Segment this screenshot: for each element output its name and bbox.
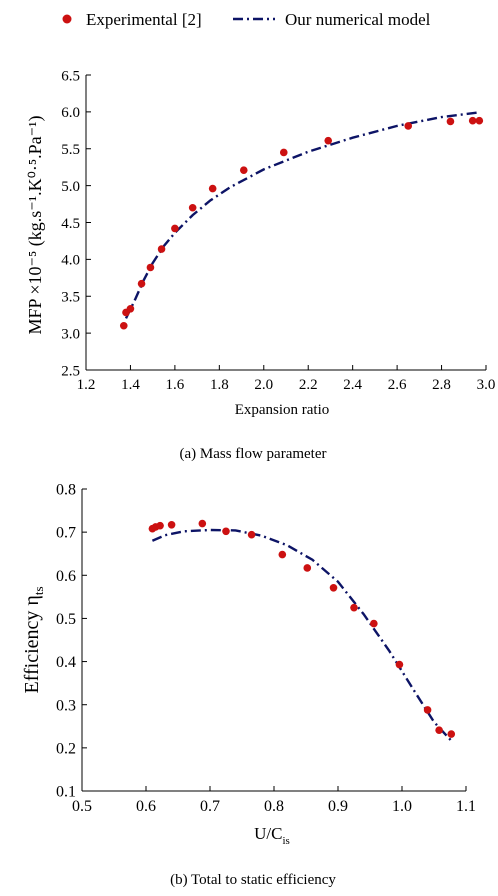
x-tick-label: 1.6 [166, 377, 185, 393]
y-tick-label: 0.4 [56, 654, 76, 671]
experimental-point [395, 660, 404, 669]
chart-b-ylabel: Efficiency ηts [21, 586, 46, 693]
chart-b-y-ticks: 0.1 0.2 0.3 0.4 0.5 0.6 0.7 0.8 [56, 482, 87, 801]
experimental-point [208, 184, 217, 193]
x-tick-label: 1.2 [77, 377, 96, 393]
chart-b-plot [148, 519, 456, 743]
experimental-point [423, 706, 432, 714]
y-tick-label: 0.5 [56, 611, 76, 628]
experimental-point [239, 166, 248, 174]
experimental-point [279, 148, 288, 157]
experimental-point [119, 321, 128, 330]
experimental-point [157, 245, 166, 253]
chart-a-y-ticks: 2.5 3.0 3.5 4.0 4.5 5.0 5.5 6.0 6.5 [61, 68, 91, 379]
experimental-point [278, 550, 287, 559]
experimental-point [137, 279, 146, 288]
x-tick-label: 3.0 [477, 377, 496, 393]
experimental-point [167, 521, 176, 529]
chart-a-xlabel: Expansion ratio [235, 402, 330, 418]
y-tick-label: 0.1 [56, 784, 76, 801]
y-tick-label: 5.5 [61, 142, 80, 158]
y-tick-label: 0.2 [56, 740, 76, 757]
x-tick-label: 0.9 [328, 798, 348, 815]
y-tick-label: 3.0 [61, 326, 80, 342]
x-tick-label: 0.5 [72, 798, 92, 815]
experimental-point [350, 603, 358, 612]
x-tick-label: 1.1 [456, 798, 476, 815]
chart-a-x-ticks: 1.2 1.4 1.6 1.8 2.0 2.2 2.4 2.6 2.8 3.0 [77, 365, 496, 393]
y-tick-label: 3.5 [61, 290, 80, 306]
experimental-point [126, 304, 135, 313]
chart-b: 0.5 0.6 0.7 0.8 0.9 1.0 1.1 0.1 0.2 0.3 0.4 0.5 0.6… [21, 482, 476, 888]
x-tick-label: 1.4 [121, 377, 140, 393]
experimental-point [303, 564, 312, 572]
experimental-point [468, 116, 477, 125]
x-tick-label: 2.2 [299, 377, 318, 393]
x-tick-label: 0.7 [200, 798, 220, 815]
experimental-point [475, 116, 484, 125]
y-tick-label: 2.5 [61, 363, 80, 379]
experimental-point [370, 619, 378, 628]
x-tick-label: 1.0 [392, 798, 412, 815]
model-line [151, 528, 453, 743]
legend-model-label: Our numerical model [285, 10, 431, 29]
experimental-point [329, 583, 338, 592]
experimental-point [156, 521, 164, 530]
experimental-point [146, 263, 155, 272]
experimental-point [435, 726, 443, 734]
experimental-point [447, 730, 456, 738]
y-tick-label: 0.6 [56, 568, 76, 585]
x-tick-label: 2.4 [343, 377, 362, 393]
chart-b-xlabel: U/Cis [254, 824, 290, 847]
experimental-point [446, 117, 455, 126]
experimental-point [188, 203, 197, 212]
chart-a: 1.2 1.4 1.6 1.8 2.0 2.2 2.4 2.6 2.8 3.0 2.5 3.0 3.5… [25, 68, 495, 462]
legend: Experimental [2] Our numerical model [62, 10, 431, 29]
x-tick-label: 0.8 [264, 798, 284, 815]
experimental-point [324, 136, 333, 145]
experimental-point [171, 224, 179, 233]
y-tick-label: 6.5 [61, 68, 80, 84]
x-tick-label: 2.8 [432, 377, 451, 393]
y-tick-label: 0.8 [56, 482, 76, 499]
y-tick-label: 0.3 [56, 697, 76, 714]
y-tick-label: 5.0 [61, 179, 80, 195]
x-tick-label: 2.0 [254, 377, 273, 393]
experimental-point [222, 527, 230, 536]
chart-b-x-ticks: 0.5 0.6 0.7 0.8 0.9 1.0 1.1 [72, 786, 476, 815]
y-tick-label: 0.7 [56, 525, 76, 542]
y-tick-label: 6.0 [61, 105, 80, 121]
model-line [124, 111, 478, 319]
legend-experimental-marker [62, 14, 72, 24]
chart-a-plot [119, 111, 484, 330]
legend-experimental-label: Experimental [2] [86, 10, 202, 29]
chart-a-caption: (a) Mass flow parameter [179, 446, 326, 462]
x-tick-label: 1.8 [210, 377, 229, 393]
experimental-point [247, 530, 256, 539]
y-tick-label: 4.5 [61, 216, 80, 232]
x-tick-label: 0.6 [136, 798, 156, 815]
chart-b-caption: (b) Total to static efficiency [170, 872, 336, 888]
y-tick-label: 4.0 [61, 253, 80, 269]
experimental-point [198, 519, 207, 528]
chart-a-ylabel: MFP ×10⁻⁵ (kg.s⁻¹.K⁰·⁵.Pa⁻¹) [25, 115, 46, 334]
experimental-point [404, 122, 413, 130]
x-tick-label: 2.6 [388, 377, 407, 393]
